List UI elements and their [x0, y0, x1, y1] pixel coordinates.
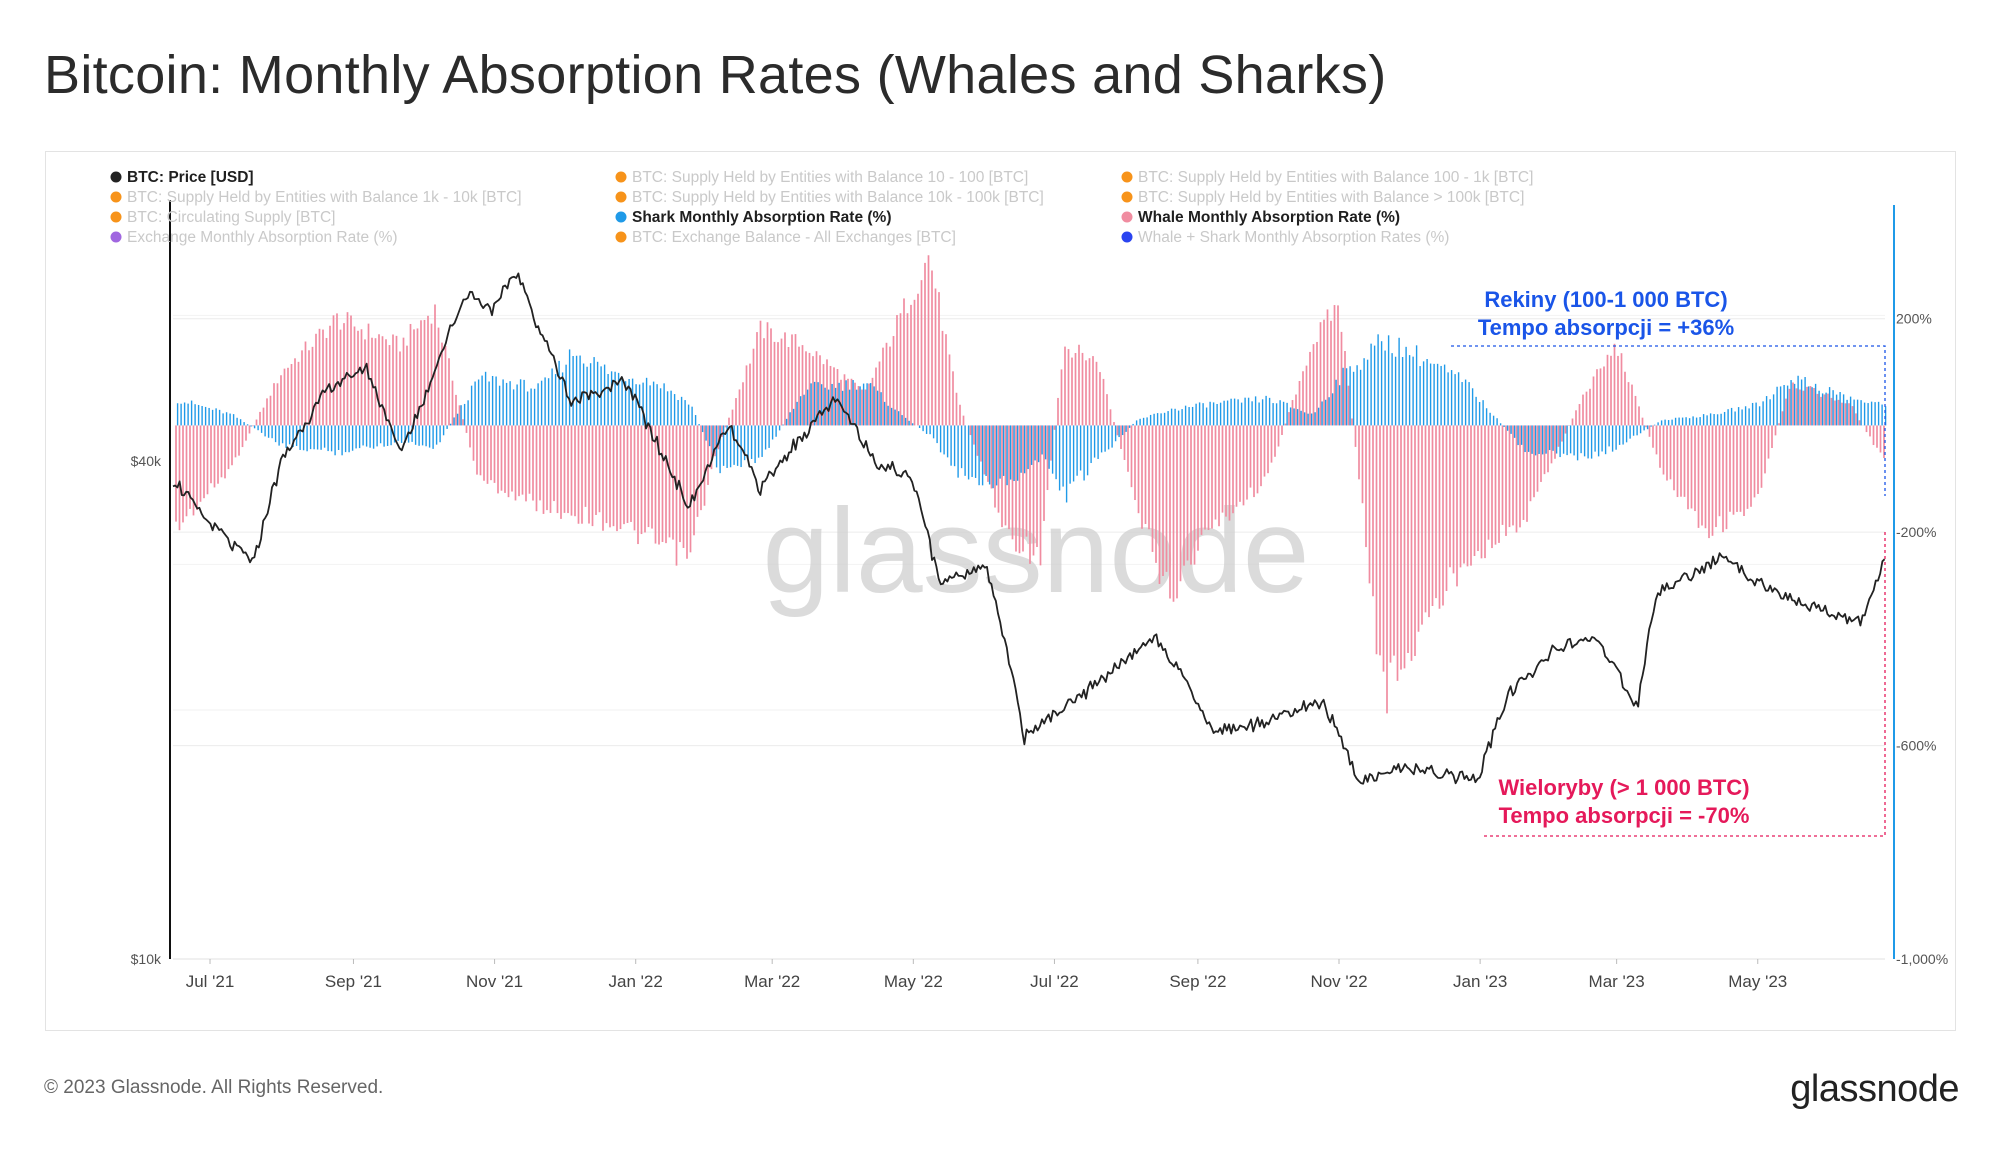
legend-marker [615, 211, 627, 223]
legend-label: BTC: Supply Held by Entities with Balanc… [127, 189, 522, 206]
legend-marker [1121, 171, 1133, 183]
x-tick-label: Mar '22 [744, 972, 800, 991]
legend-label: BTC: Circulating Supply [BTC] [127, 209, 335, 226]
shark-annotation-bracket [1451, 345, 1886, 496]
legend-marker [615, 231, 627, 243]
legend-label: BTC: Exchange Balance - All Exchanges [B… [632, 229, 956, 246]
absorption-chart[interactable]: glassnode $40k $10k 200% -200% -600% -1,000% Ju… [46, 152, 1957, 1032]
legend-marker [110, 211, 122, 223]
legend-marker [110, 231, 122, 243]
right-tick-label: -600% [1896, 738, 1936, 754]
x-tick-label: Jan '23 [1453, 972, 1507, 991]
x-tick-label: Jul '21 [186, 972, 235, 991]
x-tick-label: Jan '22 [609, 972, 663, 991]
x-tick-label: Sep '21 [325, 972, 382, 991]
x-tick-label: Jul '22 [1030, 972, 1079, 991]
whale-annotation-bracket [1484, 532, 1886, 837]
x-tick-label: Nov '21 [466, 972, 523, 991]
legend-marker [110, 171, 122, 183]
whale-annotation-title: Wieloryby (> 1 000 BTC) [1498, 775, 1749, 800]
left-tick-label: $10k [131, 951, 162, 967]
right-tick-label: -1,000% [1896, 951, 1948, 967]
watermark: glassnode [762, 484, 1309, 618]
legend-label: BTC: Supply Held by Entities with Balanc… [1138, 189, 1524, 206]
x-tick-label: Mar '23 [1589, 972, 1645, 991]
copyright-text: © 2023 Glassnode. All Rights Reserved. [44, 1077, 384, 1098]
right-tick-label: 200% [1896, 311, 1932, 327]
legend-label: BTC: Supply Held by Entities with Balanc… [1138, 169, 1533, 186]
right-tick-label: -200% [1896, 524, 1936, 540]
legend-marker [110, 191, 122, 203]
legend-marker [615, 171, 627, 183]
shark-annotation-rate: Tempo absorpcji = +36% [1478, 315, 1734, 340]
legend-label: Whale + Shark Monthly Absorption Rates (… [1138, 229, 1449, 246]
whale-annotation-rate: Tempo absorpcji = -70% [1499, 803, 1750, 828]
legend-label: Exchange Monthly Absorption Rate (%) [127, 229, 398, 246]
price-line [172, 272, 1886, 785]
legend-marker [1121, 231, 1133, 243]
legend-label: BTC: Supply Held by Entities with Balanc… [632, 169, 1028, 186]
legend-label: Shark Monthly Absorption Rate (%) [632, 209, 892, 226]
page-title: Bitcoin: Monthly Absorption Rates (Whale… [44, 45, 1387, 105]
legend-label: Whale Monthly Absorption Rate (%) [1138, 209, 1400, 226]
left-tick-label: $40k [131, 453, 162, 469]
shark-annotation-title: Rekiny (100-1 000 BTC) [1484, 287, 1727, 312]
legend-label: BTC: Price [USD] [127, 169, 254, 186]
legend-marker [1121, 191, 1133, 203]
legend-marker [615, 191, 627, 203]
x-tick-label: May '23 [1728, 972, 1787, 991]
chart-panel: glassnode $40k $10k 200% -200% -600% -1,000% Ju… [45, 151, 1956, 1031]
legend-label: BTC: Supply Held by Entities with Balanc… [632, 189, 1044, 206]
x-tick-label: May '22 [884, 972, 943, 991]
x-tick-label: Sep '22 [1169, 972, 1226, 991]
glassnode-logo[interactable]: glassnode [1790, 1068, 1959, 1110]
legend-marker [1121, 211, 1133, 223]
x-tick-label: Nov '22 [1310, 972, 1367, 991]
